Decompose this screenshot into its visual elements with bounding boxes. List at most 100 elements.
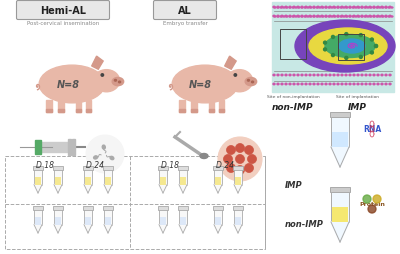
Ellipse shape <box>301 7 303 9</box>
Ellipse shape <box>285 7 287 9</box>
Ellipse shape <box>273 16 275 18</box>
Bar <box>330 113 350 118</box>
FancyBboxPatch shape <box>160 178 166 185</box>
Ellipse shape <box>385 84 387 85</box>
Bar <box>280 30 306 60</box>
Ellipse shape <box>341 75 343 76</box>
Bar <box>213 206 223 210</box>
Ellipse shape <box>281 16 283 18</box>
Text: AL: AL <box>178 6 192 16</box>
Polygon shape <box>234 225 242 233</box>
Ellipse shape <box>377 16 379 18</box>
Ellipse shape <box>368 205 376 213</box>
FancyBboxPatch shape <box>35 217 41 225</box>
Bar <box>338 35 364 61</box>
Ellipse shape <box>365 84 367 85</box>
Ellipse shape <box>325 84 327 85</box>
Ellipse shape <box>369 84 371 85</box>
Ellipse shape <box>321 84 323 85</box>
Ellipse shape <box>39 66 105 103</box>
Ellipse shape <box>224 155 232 164</box>
Ellipse shape <box>234 74 236 77</box>
Text: Protein: Protein <box>359 202 385 207</box>
Ellipse shape <box>325 75 327 76</box>
Ellipse shape <box>369 16 371 18</box>
Ellipse shape <box>325 16 327 18</box>
Ellipse shape <box>373 7 375 9</box>
FancyBboxPatch shape <box>214 169 222 185</box>
Bar <box>35 140 41 154</box>
Bar <box>68 139 71 155</box>
Ellipse shape <box>385 16 387 18</box>
Ellipse shape <box>273 75 275 76</box>
Ellipse shape <box>385 7 387 9</box>
FancyBboxPatch shape <box>85 217 91 225</box>
Ellipse shape <box>281 84 283 85</box>
Ellipse shape <box>333 7 335 9</box>
FancyBboxPatch shape <box>105 178 111 185</box>
Ellipse shape <box>325 7 327 9</box>
Ellipse shape <box>222 73 237 93</box>
Ellipse shape <box>289 7 291 9</box>
Ellipse shape <box>277 16 279 18</box>
Bar <box>86 110 91 113</box>
Ellipse shape <box>361 7 363 9</box>
Ellipse shape <box>381 75 383 76</box>
Ellipse shape <box>317 75 319 76</box>
Ellipse shape <box>349 75 351 76</box>
Ellipse shape <box>332 36 334 39</box>
Ellipse shape <box>309 75 311 76</box>
Bar <box>72 139 75 155</box>
FancyBboxPatch shape <box>215 178 221 185</box>
Ellipse shape <box>332 54 334 57</box>
Ellipse shape <box>337 7 339 9</box>
FancyBboxPatch shape <box>180 217 186 225</box>
Ellipse shape <box>313 75 315 76</box>
Ellipse shape <box>285 84 287 85</box>
Polygon shape <box>234 185 242 193</box>
Ellipse shape <box>321 16 323 18</box>
Ellipse shape <box>369 7 371 9</box>
Ellipse shape <box>389 7 391 9</box>
Polygon shape <box>84 185 92 193</box>
Bar <box>192 101 197 113</box>
Ellipse shape <box>353 16 355 18</box>
Bar <box>46 101 52 113</box>
Ellipse shape <box>277 7 279 9</box>
Ellipse shape <box>317 84 319 85</box>
Ellipse shape <box>89 73 104 93</box>
Ellipse shape <box>365 16 367 18</box>
Polygon shape <box>104 185 112 193</box>
Ellipse shape <box>325 35 375 58</box>
Ellipse shape <box>324 42 326 45</box>
FancyBboxPatch shape <box>85 178 91 185</box>
Ellipse shape <box>313 16 315 18</box>
Ellipse shape <box>273 7 275 9</box>
Bar <box>58 101 64 113</box>
Bar <box>103 206 113 210</box>
Ellipse shape <box>281 75 283 76</box>
FancyBboxPatch shape <box>215 217 221 225</box>
Bar <box>158 206 168 210</box>
Ellipse shape <box>110 157 114 160</box>
Bar <box>233 206 243 210</box>
FancyBboxPatch shape <box>84 209 92 225</box>
Polygon shape <box>84 225 92 233</box>
Text: D 24: D 24 <box>216 160 234 169</box>
Text: Embryo transfer: Embryo transfer <box>162 20 208 25</box>
Polygon shape <box>214 185 222 193</box>
Ellipse shape <box>244 164 254 173</box>
Ellipse shape <box>377 75 379 76</box>
FancyBboxPatch shape <box>214 209 222 225</box>
Bar <box>76 110 82 113</box>
Ellipse shape <box>345 57 348 60</box>
Polygon shape <box>54 185 62 193</box>
Ellipse shape <box>281 7 283 9</box>
FancyBboxPatch shape <box>235 178 241 185</box>
Bar <box>179 101 185 113</box>
Ellipse shape <box>357 189 387 219</box>
Ellipse shape <box>357 7 359 9</box>
Ellipse shape <box>345 34 348 37</box>
Polygon shape <box>54 225 62 233</box>
FancyBboxPatch shape <box>332 133 348 147</box>
